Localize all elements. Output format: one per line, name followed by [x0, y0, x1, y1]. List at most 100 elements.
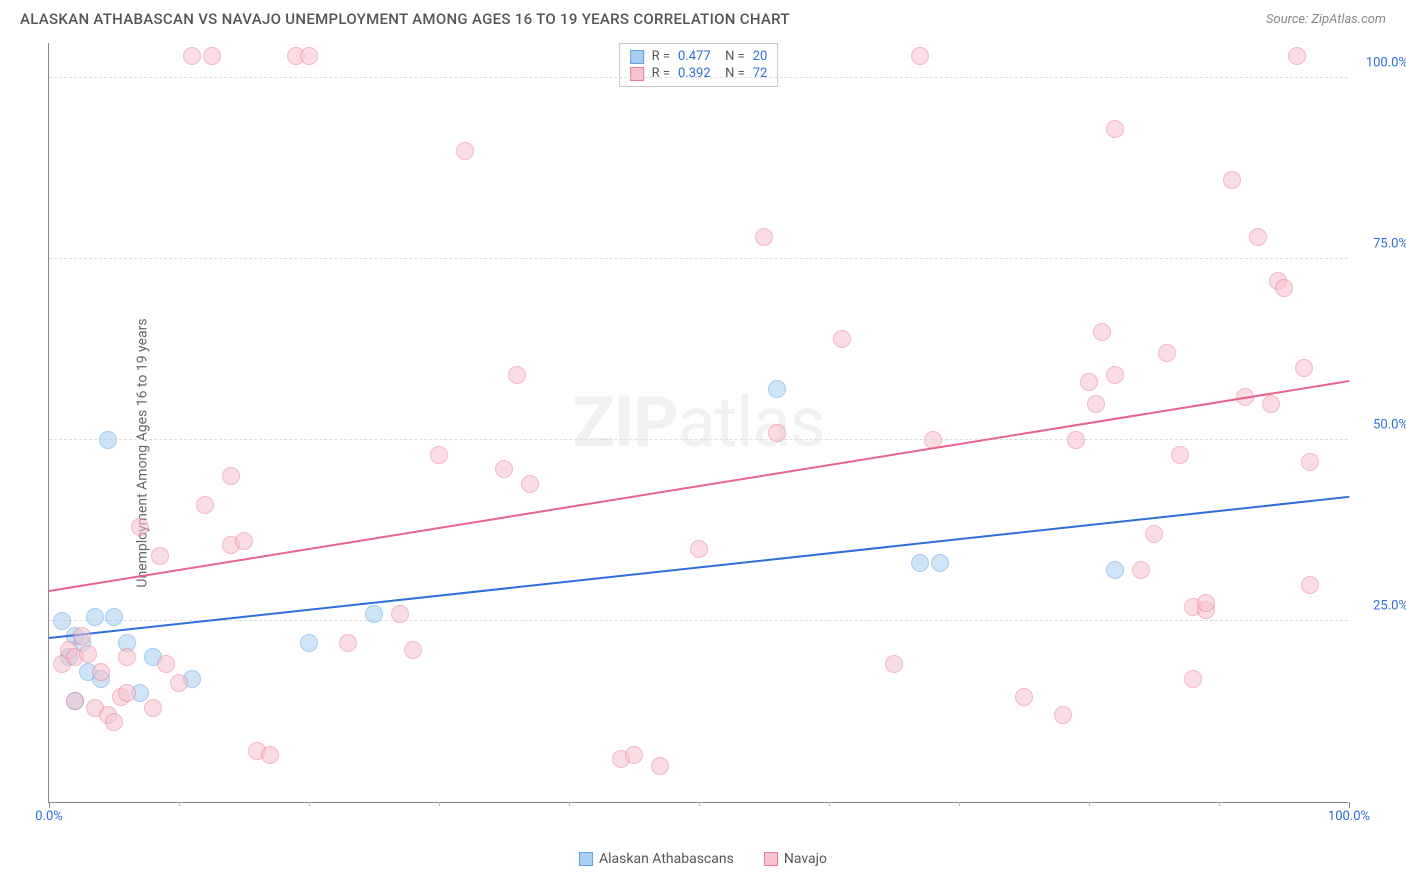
data-point — [1106, 120, 1124, 138]
data-point — [1197, 594, 1215, 612]
data-point — [1301, 453, 1319, 471]
gridline — [49, 258, 1348, 259]
x-tick-label: 0.0% — [35, 809, 63, 824]
stat-label: N = — [719, 66, 745, 81]
trend-line — [49, 496, 1349, 639]
legend-label: Navajo — [784, 851, 827, 867]
data-point — [651, 757, 669, 775]
data-point — [66, 692, 84, 710]
legend-label: Alaskan Athabascans — [599, 851, 734, 867]
gridline — [49, 77, 1348, 78]
data-point — [261, 746, 279, 764]
data-point — [391, 605, 409, 623]
legend-swatch — [630, 67, 644, 81]
data-point — [131, 518, 149, 536]
data-point — [755, 228, 773, 246]
data-point — [768, 380, 786, 398]
data-point — [105, 713, 123, 731]
data-point — [99, 431, 117, 449]
series-legend: Alaskan Athabascans Navajo — [579, 851, 827, 867]
watermark: ZIPatlas — [572, 382, 824, 464]
scatter-plot: ZIPatlas R = 0.477 N = 20R = 0.392 N = 7… — [48, 43, 1348, 803]
data-point — [1145, 525, 1163, 543]
x-tick-minor — [1219, 802, 1220, 806]
data-point — [521, 475, 539, 493]
x-tick-minor — [829, 802, 830, 806]
x-tick-minor — [439, 802, 440, 806]
y-tick-label: 100.0% — [1366, 56, 1406, 71]
data-point — [235, 532, 253, 550]
stat-label: R = — [652, 49, 670, 64]
stats-row: R = 0.392 N = 72 — [630, 65, 768, 82]
data-point — [1106, 561, 1124, 579]
data-point — [105, 608, 123, 626]
data-point — [1223, 171, 1241, 189]
y-tick-label: 50.0% — [1373, 418, 1406, 433]
source-label: Source: ZipAtlas.com — [1266, 12, 1386, 27]
data-point — [1106, 366, 1124, 384]
data-point — [222, 467, 240, 485]
data-point — [1067, 431, 1085, 449]
y-tick-label: 25.0% — [1373, 599, 1406, 614]
chart-title: ALASKAN ATHABASCAN VS NAVAJO UNEMPLOYMEN… — [20, 10, 790, 28]
data-point — [144, 699, 162, 717]
data-point — [1054, 706, 1072, 724]
data-point — [339, 634, 357, 652]
x-tick-label: 100.0% — [1328, 809, 1370, 824]
x-tick — [1349, 802, 1350, 808]
data-point — [833, 330, 851, 348]
data-point — [157, 655, 175, 673]
data-point — [1184, 670, 1202, 688]
data-point — [931, 554, 949, 572]
gridline — [49, 620, 1348, 621]
data-point — [1132, 561, 1150, 579]
legend-swatch — [764, 852, 778, 866]
stats-row: R = 0.477 N = 20 — [630, 48, 768, 65]
x-tick-minor — [569, 802, 570, 806]
data-point — [1015, 688, 1033, 706]
x-tick — [49, 802, 50, 808]
data-point — [203, 47, 221, 65]
data-point — [1158, 344, 1176, 362]
data-point — [170, 674, 188, 692]
legend-item: Navajo — [764, 851, 827, 867]
data-point — [1087, 395, 1105, 413]
data-point — [1295, 359, 1313, 377]
data-point — [53, 612, 71, 630]
data-point — [768, 424, 786, 442]
data-point — [118, 648, 136, 666]
data-point — [86, 608, 104, 626]
legend-item: Alaskan Athabascans — [579, 851, 734, 867]
data-point — [183, 47, 201, 65]
legend-swatch — [630, 50, 644, 64]
data-point — [1093, 323, 1111, 341]
x-tick-minor — [309, 802, 310, 806]
data-point — [430, 446, 448, 464]
data-point — [625, 746, 643, 764]
data-point — [73, 627, 91, 645]
x-tick-minor — [959, 802, 960, 806]
data-point — [92, 663, 110, 681]
x-tick-minor — [1089, 802, 1090, 806]
data-point — [1301, 576, 1319, 594]
data-point — [118, 684, 136, 702]
gridline — [49, 439, 1348, 440]
data-point — [495, 460, 513, 478]
data-point — [508, 366, 526, 384]
stat-r-value: 0.477 — [678, 49, 711, 64]
data-point — [911, 554, 929, 572]
data-point — [196, 496, 214, 514]
data-point — [885, 655, 903, 673]
data-point — [1275, 279, 1293, 297]
data-point — [1288, 47, 1306, 65]
stat-n-value: 72 — [753, 66, 768, 81]
data-point — [300, 634, 318, 652]
data-point — [365, 605, 383, 623]
stat-n-value: 20 — [753, 49, 768, 64]
data-point — [911, 47, 929, 65]
data-point — [151, 547, 169, 565]
x-tick-minor — [699, 802, 700, 806]
stat-r-value: 0.392 — [678, 66, 711, 81]
x-tick-minor — [179, 802, 180, 806]
data-point — [456, 142, 474, 160]
